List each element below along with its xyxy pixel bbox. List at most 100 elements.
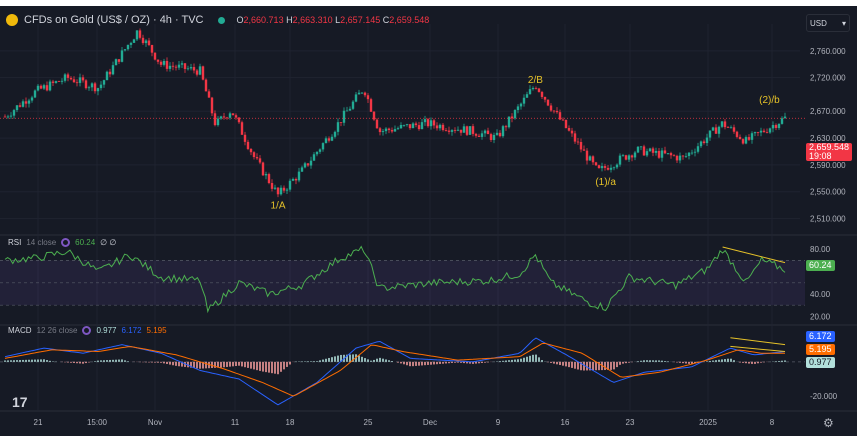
candle-body	[231, 113, 235, 116]
x-tick-label: 11	[231, 418, 240, 427]
macd-histogram-bar	[319, 360, 321, 362]
candle-body	[372, 111, 376, 120]
x-tick-label: 25	[364, 418, 373, 427]
x-tick-label: 9	[496, 418, 501, 427]
candle-body	[105, 71, 109, 81]
macd-histogram-bar	[4, 360, 6, 362]
macd-histogram-bar	[457, 361, 459, 363]
candle-body	[498, 132, 502, 137]
macd-histogram-bar	[22, 359, 24, 362]
candle-body	[438, 124, 442, 129]
macd-histogram-bar	[271, 361, 273, 374]
candle-body	[123, 49, 127, 51]
macd-histogram-bar	[193, 361, 195, 369]
macd-histogram-bar	[190, 361, 192, 368]
candle-body	[519, 103, 523, 107]
candle-body	[708, 130, 712, 138]
last-price: 2,659.548	[809, 142, 850, 152]
signal-badge: 5.195	[806, 344, 835, 355]
candle-body	[99, 84, 103, 89]
candle-body	[258, 158, 262, 163]
macd-histogram-bar	[100, 360, 102, 362]
macd-histogram-bar	[580, 361, 582, 371]
candle-body	[30, 97, 34, 101]
candle-body	[696, 146, 700, 152]
macd-histogram-bar	[499, 361, 501, 362]
candle-body	[732, 127, 736, 132]
macd-histogram-bar	[526, 356, 528, 362]
candle-body	[624, 155, 628, 160]
macd-histogram-bar	[10, 360, 12, 362]
wave-label: (2)/b	[759, 95, 780, 106]
macd-histogram-bar	[160, 361, 162, 363]
candle-body	[126, 44, 130, 50]
candle-body	[243, 134, 247, 142]
macd-histogram-bar	[76, 361, 78, 364]
macd-histogram-bar	[751, 361, 753, 364]
macd-histogram-bar	[28, 359, 30, 362]
macd-histogram-bar	[316, 361, 318, 362]
symbol-title[interactable]: CFDs on Gold (US$ / OZ) · 4h · TVC	[24, 14, 204, 26]
macd-histogram-bar	[604, 361, 606, 371]
macd-histogram-bar	[307, 361, 309, 362]
macd-histogram-bar	[88, 361, 90, 363]
macd-histogram-bar	[238, 361, 240, 366]
chart-container[interactable]: CFDs on Gold (US$ / OZ) · 4h · TVC O2,66…	[0, 6, 857, 436]
candle-body	[63, 74, 67, 81]
macd-legend[interactable]: MACD 12 26 close 0.977 6.172 5.195	[8, 326, 167, 335]
macd-histogram-bar	[385, 359, 387, 362]
macd-histogram-bar	[169, 361, 171, 365]
candle-body	[486, 130, 490, 135]
candle-body	[288, 180, 292, 190]
candle-body	[93, 83, 97, 92]
candle-body	[657, 150, 661, 158]
macd-histogram-bar	[388, 360, 390, 362]
candle-body	[414, 123, 418, 126]
candle-body	[357, 92, 361, 95]
macd-histogram-bar	[25, 359, 27, 362]
macd-histogram-bar	[37, 359, 39, 362]
candle-body	[522, 97, 526, 104]
candle-body	[27, 100, 31, 104]
macd-histogram-bar	[469, 361, 471, 364]
chart-canvas[interactable]: 21 15:00 Nov 11 18 25 Dec 9 16 23 2025 8 2,760.000 2,…	[0, 6, 857, 436]
candle-body	[534, 87, 538, 89]
candle-body	[306, 163, 310, 166]
candle-body	[285, 189, 289, 191]
candle-body	[198, 66, 202, 75]
macd-histogram-bar	[121, 359, 123, 362]
candle-body	[654, 150, 658, 153]
candle-body	[663, 150, 667, 154]
macd-histogram-bar	[442, 361, 444, 364]
candle-body	[750, 133, 754, 140]
wave-label: 1/A	[270, 201, 285, 212]
macd-histogram-bar	[31, 359, 33, 362]
candle-body	[54, 81, 58, 83]
candle-body	[630, 155, 634, 158]
macd-histogram-bar	[745, 361, 747, 364]
macd-histogram-bar	[262, 361, 264, 372]
macd-histogram-bar	[379, 357, 381, 362]
rsi-value: 60.24	[75, 238, 96, 247]
rsi-legend[interactable]: RSI 14 close 60.24 ∅ ∅	[8, 238, 116, 247]
candle-body	[87, 87, 91, 89]
macd-histogram-bar	[556, 361, 558, 365]
macd-histogram-bar	[487, 361, 489, 363]
candle-body	[573, 133, 577, 142]
candle-body	[576, 141, 580, 143]
currency-select[interactable]: USD ▾	[806, 14, 850, 32]
macd-histogram-bar	[79, 361, 81, 364]
candle-body	[294, 179, 298, 181]
macd-histogram-bar	[739, 361, 741, 363]
macd-histogram-bar	[235, 361, 237, 367]
macd-histogram-value: 0.977	[96, 326, 117, 335]
candle-body	[621, 155, 625, 157]
candle-body	[39, 85, 43, 89]
y-tick-label: 2,720.000	[810, 74, 846, 83]
macd-histogram-bar	[727, 358, 729, 362]
macd-histogram-bar	[592, 361, 594, 371]
macd-histogram-bar	[163, 361, 165, 364]
macd-histogram-bar	[517, 359, 519, 362]
gear-icon[interactable]: ⚙	[823, 416, 834, 430]
macd-histogram-bar	[250, 361, 252, 369]
